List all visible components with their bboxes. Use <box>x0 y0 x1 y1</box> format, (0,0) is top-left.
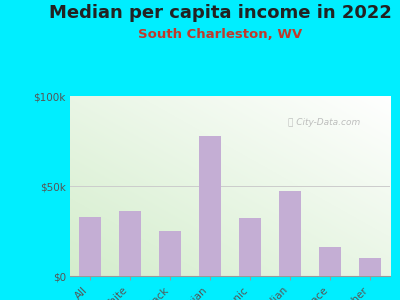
Bar <box>79 217 101 276</box>
Bar <box>199 136 221 276</box>
Text: South Charleston, WV: South Charleston, WV <box>138 28 302 41</box>
Text: ⓘ City-Data.com: ⓘ City-Data.com <box>288 118 360 127</box>
Text: Median per capita income in 2022: Median per capita income in 2022 <box>48 4 392 22</box>
Bar <box>359 258 381 276</box>
Bar <box>239 218 261 276</box>
Bar <box>119 211 141 276</box>
Bar <box>319 247 341 276</box>
Bar <box>159 231 181 276</box>
Bar <box>279 191 301 276</box>
